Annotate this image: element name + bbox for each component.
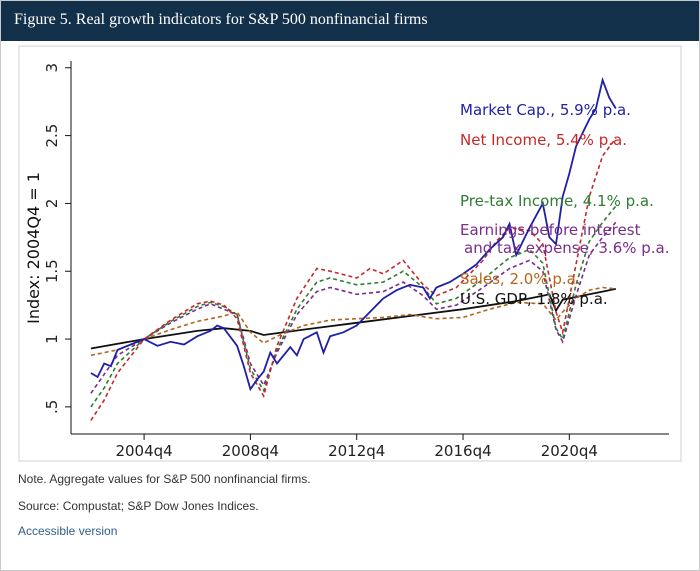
series-line-4: [90, 137, 617, 421]
y-tick-label: .5: [43, 400, 61, 414]
series-label-6: U.S. GDP, 1.8% p.a.: [460, 290, 608, 308]
y-tick-label: 1.5: [43, 259, 61, 283]
y-axis-title: Index: 2004Q4 = 1: [24, 172, 43, 324]
y-tick-label: 2.5: [43, 124, 61, 148]
plot-background: [18, 45, 682, 462]
y-tick-label: 3: [43, 63, 61, 73]
series-label-4: and tax expense, 3.6% p.a.: [464, 239, 670, 257]
series-label-0: Market Cap., 5.9% p.a.: [460, 101, 631, 119]
series-label-3: Earnings before interest: [460, 221, 641, 239]
series-label-2: Pre-tax Income, 4.1% p.a.: [460, 192, 654, 210]
x-tick-label: 2008q4: [222, 442, 279, 460]
series-line-3: [90, 205, 617, 408]
series-label-5: Sales, 2.0% p.a.: [460, 270, 581, 288]
series-lines: [90, 76, 617, 421]
series-label-1: Net Income, 5.4% p.a.: [460, 131, 627, 149]
line-chart: Index: 2004Q4 = 1 .5 1 1.5 2 2.5 3 2004q4 2008q…: [18, 45, 682, 462]
x-tick-label: 2016q4: [434, 442, 491, 460]
figure-note: Note. Aggregate values for S&P 500 nonfi…: [18, 472, 311, 486]
x-tick-label: 2020q4: [541, 442, 598, 460]
series-line-5: [90, 76, 617, 392]
x-tick-label: 2004q4: [115, 442, 172, 460]
axis-ticks: .5 1 1.5 2 2.5 3 2004q4 2008q4 2012q4 2016q4 2020q…: [43, 63, 598, 460]
series-line-0: [90, 288, 616, 350]
figure-title: Figure 5. Real growth indicators for S&P…: [14, 11, 428, 28]
y-tick-label: 2: [43, 199, 61, 209]
figure-header: Figure 5. Real growth indicators for S&P…: [1, 1, 699, 41]
x-tick-label: 2012q4: [328, 442, 385, 460]
series-labels: Market Cap., 5.9% p.a. Net Income, 5.4% p…: [460, 101, 670, 308]
figure-source: Source: Compustat; S&P Dow Jones Indices…: [18, 499, 259, 513]
accessible-version-link[interactable]: Accessible version: [18, 524, 118, 538]
y-tick-label: 1: [43, 334, 61, 344]
